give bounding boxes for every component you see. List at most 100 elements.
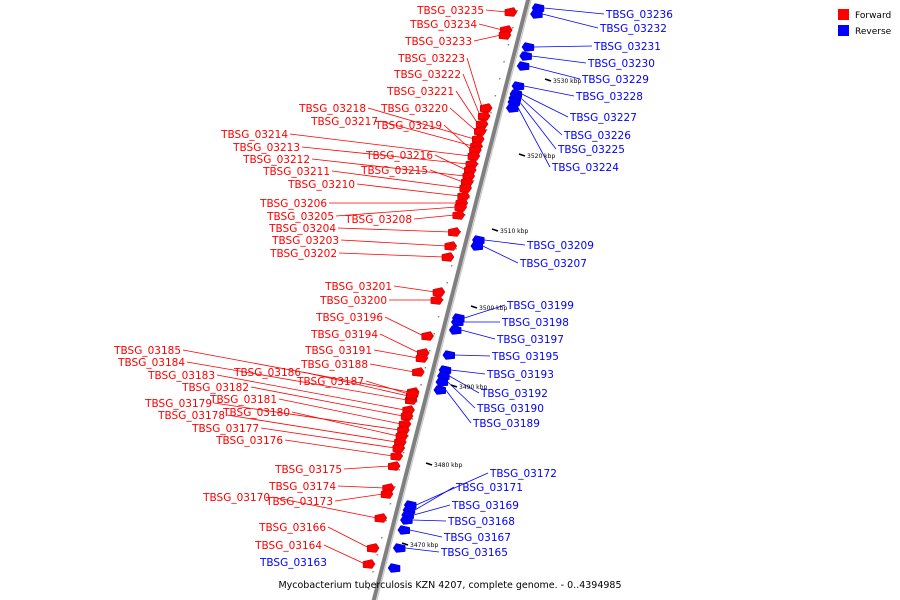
reverse-gene-arrow[interactable] — [435, 377, 449, 387]
reverse-gene-label[interactable]: TBSG_03192 — [480, 388, 548, 400]
forward-gene-arrow[interactable] — [421, 331, 434, 341]
forward-gene-label[interactable]: TBSG_03210 — [287, 179, 355, 191]
forward-gene-arrow[interactable] — [441, 252, 455, 262]
forward-gene-label[interactable]: TBSG_03219 — [374, 120, 442, 132]
forward-gene-label[interactable]: TBSG_03170 — [202, 492, 270, 504]
forward-gene-label[interactable]: TBSG_03196 — [315, 312, 383, 324]
forward-gene-label[interactable]: TBSG_03205 — [266, 211, 334, 223]
reverse-gene-label[interactable]: TBSG_03226 — [563, 130, 631, 142]
forward-gene-arrow[interactable] — [387, 461, 401, 471]
reverse-gene-label[interactable]: TBSG_03224 — [551, 162, 619, 174]
forward-gene-label[interactable]: TBSG_03178 — [157, 410, 225, 422]
reverse-gene-arrow[interactable] — [519, 51, 532, 61]
forward-gene-arrow[interactable] — [475, 119, 489, 129]
forward-gene-arrow[interactable] — [504, 7, 518, 17]
forward-gene-label[interactable]: TBSG_03176 — [215, 435, 283, 447]
reverse-gene-label[interactable]: TBSG_03165 — [440, 547, 508, 559]
forward-gene-label[interactable]: TBSG_03217 — [310, 116, 378, 128]
forward-gene-label[interactable]: TBSG_03166 — [258, 522, 326, 534]
forward-gene-arrow[interactable] — [412, 367, 425, 377]
forward-gene-label[interactable]: TBSG_03183 — [147, 370, 215, 382]
forward-gene-arrow[interactable] — [454, 202, 468, 212]
reverse-gene-label[interactable]: TBSG_03199 — [506, 300, 574, 312]
reverse-gene-arrow[interactable] — [505, 103, 519, 113]
forward-gene-label[interactable]: TBSG_03206 — [259, 198, 327, 210]
forward-gene-arrow[interactable] — [432, 287, 446, 297]
forward-gene-arrow[interactable] — [457, 191, 470, 201]
forward-gene-label[interactable]: TBSG_03201 — [324, 281, 392, 293]
reverse-gene-arrow[interactable] — [448, 325, 462, 335]
reverse-gene-label[interactable]: TBSG_03193 — [486, 369, 554, 381]
reverse-gene-label[interactable]: TBSG_03230 — [587, 58, 655, 70]
reverse-gene-label[interactable]: TBSG_03172 — [489, 468, 557, 480]
forward-gene-label[interactable]: TBSG_03200 — [319, 295, 387, 307]
reverse-gene-label[interactable]: TBSG_03195 — [491, 351, 559, 363]
forward-gene-arrow[interactable] — [392, 443, 406, 453]
reverse-gene-label[interactable]: TBSG_03225 — [557, 144, 625, 156]
forward-gene-label[interactable]: TBSG_03211 — [262, 166, 330, 178]
reverse-gene-arrow[interactable] — [392, 543, 406, 553]
reverse-gene-label[interactable]: TBSG_03169 — [451, 500, 519, 512]
forward-gene-label[interactable]: TBSG_03164 — [254, 540, 322, 552]
reverse-gene-label[interactable]: TBSG_03229 — [581, 74, 649, 86]
forward-gene-arrow[interactable] — [444, 241, 458, 251]
forward-gene-arrow[interactable] — [390, 451, 404, 461]
reverse-gene-arrow[interactable] — [450, 317, 464, 327]
reverse-gene-label[interactable]: TBSG_03198 — [501, 317, 569, 329]
forward-gene-label[interactable]: TBSG_03187 — [296, 376, 364, 388]
forward-gene-arrow[interactable] — [362, 559, 376, 569]
reverse-gene-label[interactable]: TBSG_03207 — [519, 258, 587, 270]
forward-gene-arrow[interactable] — [430, 295, 444, 305]
reverse-gene-label[interactable]: TBSG_03236 — [605, 9, 673, 21]
forward-gene-arrow[interactable] — [474, 126, 487, 136]
forward-gene-label[interactable]: TBSG_03215 — [360, 165, 428, 177]
forward-gene-label[interactable]: TBSG_03218 — [298, 103, 366, 115]
reverse-gene-label[interactable]: TBSG_03167 — [443, 532, 511, 544]
forward-gene-label[interactable]: TBSG_03216 — [365, 150, 433, 162]
forward-gene-label[interactable]: TBSG_03221 — [386, 86, 454, 98]
reverse-gene-arrow[interactable] — [516, 61, 530, 71]
forward-gene-arrow[interactable] — [374, 513, 388, 523]
forward-gene-arrow[interactable] — [415, 353, 429, 363]
forward-gene-label[interactable]: TBSG_03186 — [233, 367, 301, 379]
forward-gene-arrow[interactable] — [380, 489, 394, 499]
reverse-gene-arrow[interactable] — [530, 9, 543, 19]
forward-gene-arrow[interactable] — [459, 183, 472, 193]
reverse-gene-label[interactable]: TBSG_03171 — [455, 482, 523, 494]
forward-gene-arrow[interactable] — [472, 134, 485, 144]
forward-gene-label[interactable]: TBSG_03212 — [242, 154, 310, 166]
forward-gene-label[interactable]: TBSG_03180 — [222, 407, 290, 419]
reverse-gene-arrow[interactable] — [400, 515, 413, 525]
forward-gene-label[interactable]: TBSG_03191 — [304, 345, 372, 357]
reverse-gene-label[interactable]: TBSG_03163 — [259, 557, 327, 569]
forward-gene-arrow[interactable] — [477, 111, 491, 121]
forward-gene-label[interactable]: TBSG_03184 — [117, 357, 185, 369]
reverse-gene-label[interactable]: TBSG_03197 — [496, 334, 564, 346]
forward-gene-arrow[interactable] — [479, 103, 493, 113]
reverse-gene-label[interactable]: TBSG_03228 — [575, 91, 643, 103]
forward-gene-label[interactable]: TBSG_03203 — [271, 235, 339, 247]
reverse-gene-label[interactable]: TBSG_03168 — [447, 516, 515, 528]
reverse-gene-arrow[interactable] — [387, 563, 401, 573]
reverse-gene-arrow[interactable] — [511, 81, 525, 91]
reverse-gene-arrow[interactable] — [521, 42, 535, 52]
forward-gene-label[interactable]: TBSG_03174 — [268, 481, 336, 493]
forward-gene-label[interactable]: TBSG_03222 — [393, 69, 461, 81]
reverse-gene-label[interactable]: TBSG_03231 — [593, 41, 661, 53]
reverse-gene-arrow[interactable] — [442, 350, 456, 360]
forward-gene-label[interactable]: TBSG_03214 — [220, 129, 288, 141]
forward-gene-label[interactable]: TBSG_03185 — [113, 345, 181, 357]
forward-gene-label[interactable]: TBSG_03173 — [265, 496, 333, 508]
reverse-gene-arrow[interactable] — [397, 525, 411, 535]
forward-gene-arrow[interactable] — [498, 30, 512, 40]
reverse-gene-arrow[interactable] — [470, 241, 484, 251]
reverse-gene-arrow[interactable] — [433, 385, 447, 395]
reverse-gene-label[interactable]: TBSG_03227 — [569, 112, 637, 124]
forward-gene-arrow[interactable] — [452, 210, 466, 220]
forward-gene-label[interactable]: TBSG_03194 — [310, 329, 378, 341]
forward-gene-arrow[interactable] — [448, 227, 461, 237]
forward-gene-arrow[interactable] — [406, 389, 420, 399]
forward-gene-label[interactable]: TBSG_03204 — [268, 223, 336, 235]
forward-gene-label[interactable]: TBSG_03223 — [397, 53, 465, 65]
reverse-gene-label[interactable]: TBSG_03190 — [476, 403, 544, 415]
